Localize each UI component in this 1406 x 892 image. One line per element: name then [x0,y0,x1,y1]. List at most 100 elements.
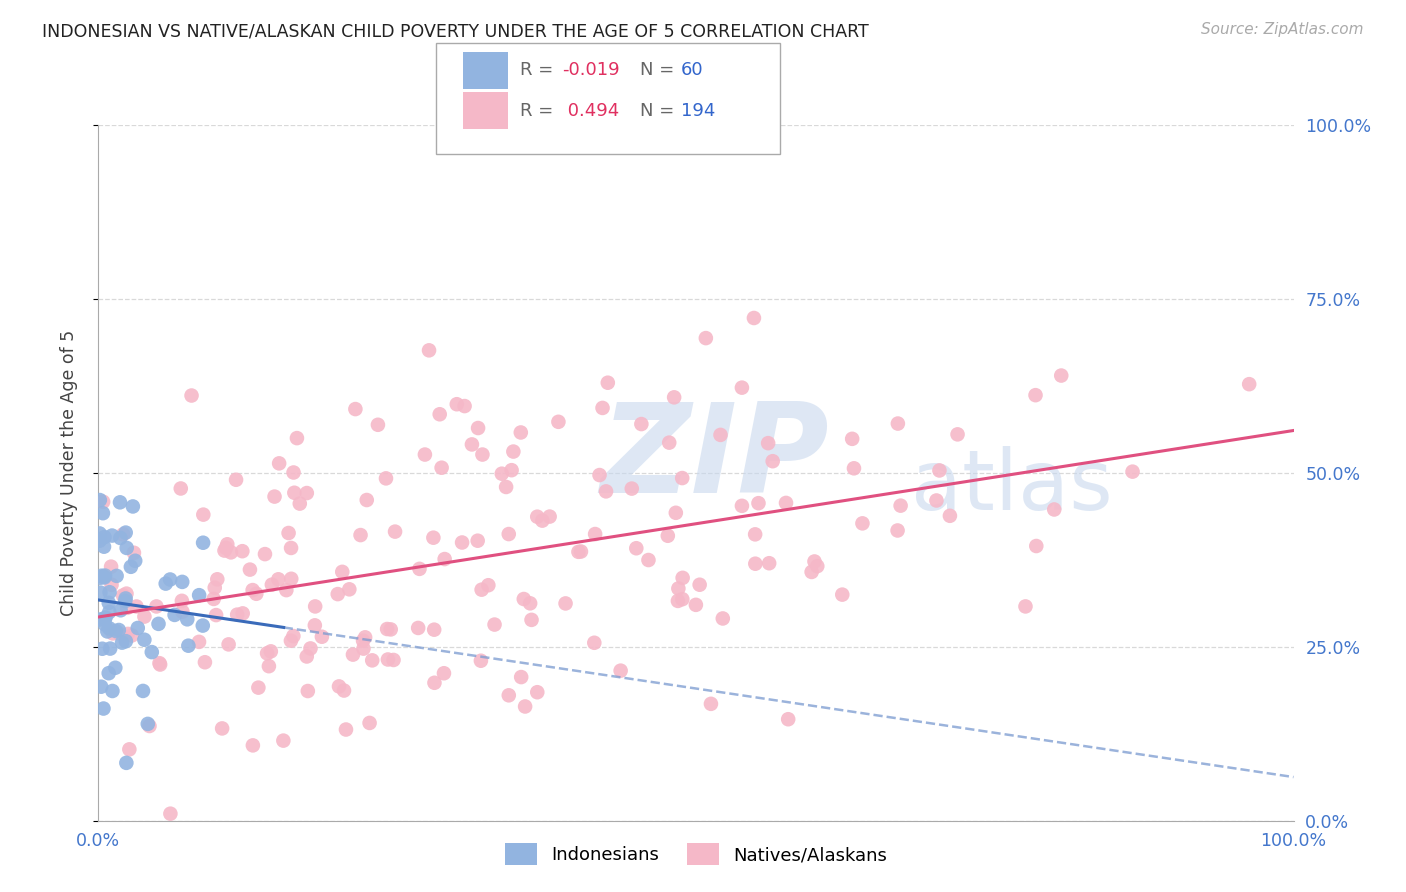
Point [567,545,589,559]
Point [470,654,492,668]
Point [418,343,440,358]
Point [304,599,326,614]
Point [484,617,506,632]
Point [191,618,214,632]
Point [148,656,170,670]
Point [672,571,695,585]
Point [89,585,111,599]
Point [328,680,350,694]
Point [176,612,198,626]
Point [170,482,193,496]
Point [583,636,606,650]
Point [1025,539,1047,553]
Point [762,454,785,468]
Point [742,310,765,325]
Point [842,461,865,475]
Point [108,495,131,509]
Point [172,605,194,619]
Point [94,568,117,582]
Point [89,571,111,585]
Point [304,618,326,632]
Point [471,448,494,462]
Point [285,431,308,445]
Point [138,719,160,733]
Legend: Indonesians, Natives/Alaskans: Indonesians, Natives/Alaskans [495,834,897,874]
Point [211,722,233,736]
Point [658,435,681,450]
Point [89,493,111,508]
Point [159,573,181,587]
Point [569,544,592,558]
Point [217,537,239,551]
Point [731,499,754,513]
Point [98,585,121,599]
Point [155,576,177,591]
Point [467,421,489,435]
Point [429,407,451,421]
Text: R =: R = [520,62,560,79]
Point [108,623,131,637]
Point [91,495,114,509]
Point [134,632,156,647]
Point [406,621,429,635]
Point [498,527,520,541]
Point [202,591,225,606]
Point [498,688,520,702]
Point [1014,599,1036,614]
Point [408,562,430,576]
Text: N =: N = [640,62,679,79]
Point [491,467,513,481]
Point [114,594,136,608]
Point [1050,368,1073,383]
Point [344,402,367,417]
Point [744,557,766,571]
Point [94,617,117,632]
Point [242,583,264,598]
Point [118,742,141,756]
Text: 0.494: 0.494 [562,102,620,120]
Point [101,528,124,542]
Point [311,630,333,644]
Point [831,588,853,602]
Text: 60: 60 [681,62,703,79]
Point [375,471,398,485]
Point [946,427,969,442]
Point [520,613,543,627]
Point [695,331,717,345]
Point [114,525,136,540]
Point [225,473,247,487]
Point [666,594,689,608]
Point [257,659,280,673]
Point [280,541,302,555]
Text: ZIP: ZIP [600,399,830,519]
Point [800,565,823,579]
Point [121,628,143,642]
Point [380,623,402,637]
Point [711,611,734,625]
Point [510,670,533,684]
Point [115,586,138,600]
Point [132,684,155,698]
Point [117,627,139,641]
Point [709,428,731,442]
Point [191,535,214,549]
Point [453,399,475,413]
Point [122,546,145,560]
Point [277,526,299,541]
Point [928,463,950,477]
Point [91,641,114,656]
Point [91,506,114,520]
Point [98,605,121,619]
Text: N =: N = [640,102,679,120]
Point [657,529,679,543]
Point [280,572,302,586]
Point [280,633,302,648]
Point [218,637,240,651]
Point [806,559,828,574]
Text: 194: 194 [681,102,714,120]
Point [665,506,688,520]
Point [115,541,138,555]
Point [526,685,548,699]
Point [384,524,406,539]
Point [423,675,446,690]
